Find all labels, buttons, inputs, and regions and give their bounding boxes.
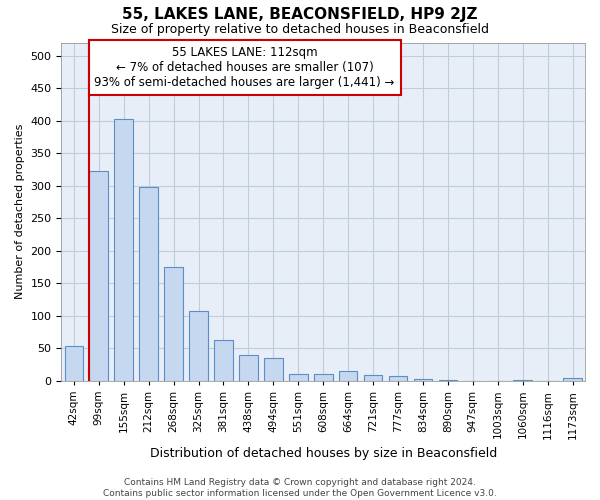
Bar — [413, 379, 432, 381]
Bar — [139, 187, 158, 381]
Bar — [439, 380, 457, 381]
Bar — [214, 340, 233, 381]
Text: Contains HM Land Registry data © Crown copyright and database right 2024.
Contai: Contains HM Land Registry data © Crown c… — [103, 478, 497, 498]
Bar — [239, 355, 258, 381]
Bar — [389, 376, 407, 381]
Text: 55, LAKES LANE, BEACONSFIELD, HP9 2JZ: 55, LAKES LANE, BEACONSFIELD, HP9 2JZ — [122, 8, 478, 22]
Text: 55 LAKES LANE: 112sqm
← 7% of detached houses are smaller (107)
93% of semi-deta: 55 LAKES LANE: 112sqm ← 7% of detached h… — [94, 46, 395, 89]
Bar — [65, 346, 83, 381]
Bar — [164, 267, 183, 381]
Bar — [314, 374, 332, 381]
Bar — [115, 118, 133, 381]
Bar — [364, 375, 382, 381]
Bar — [89, 170, 108, 381]
Bar — [189, 312, 208, 381]
Bar — [339, 371, 358, 381]
Bar — [264, 358, 283, 381]
Bar — [289, 374, 308, 381]
Bar — [563, 378, 582, 381]
Y-axis label: Number of detached properties: Number of detached properties — [15, 124, 25, 300]
X-axis label: Distribution of detached houses by size in Beaconsfield: Distribution of detached houses by size … — [149, 447, 497, 460]
Bar — [514, 380, 532, 381]
Text: Size of property relative to detached houses in Beaconsfield: Size of property relative to detached ho… — [111, 22, 489, 36]
